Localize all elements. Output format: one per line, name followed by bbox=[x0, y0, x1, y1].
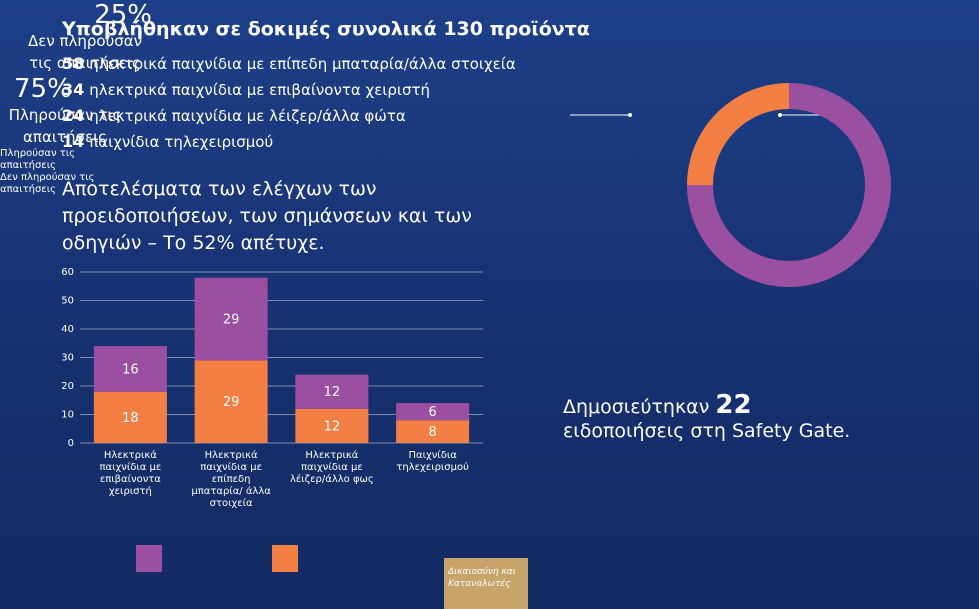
pie-value-label: 25% bbox=[94, 0, 152, 30]
y-tick-label: 60 bbox=[61, 267, 74, 278]
y-tick-label: 10 bbox=[61, 410, 74, 421]
product-row: 14 παιχνίδια τηλεχειρισμού bbox=[62, 132, 516, 158]
product-row: 58 ηλεκτρικά παιχνίδια με επίπεδη μπαταρί… bbox=[62, 54, 516, 80]
pie-label: 75% Πληρούσαν τις απαιτήσεις bbox=[0, 74, 150, 148]
pie-category: Πληρούσαν τις απαιτήσεις bbox=[8, 106, 122, 146]
pie-label: 25% Δεν πληρούσαν τις απαιτήσεις bbox=[0, 0, 152, 74]
data-label: 12 bbox=[324, 419, 341, 434]
leader-dot bbox=[778, 113, 782, 117]
data-label: 18 bbox=[122, 411, 139, 426]
notice-count: 22 bbox=[715, 390, 752, 420]
product-row: 24 ηλεκτρικά παιχνίδια με λέιζερ/άλλα φώτ… bbox=[62, 106, 516, 132]
legend-swatch bbox=[272, 545, 298, 572]
bar-segment bbox=[93, 391, 167, 443]
product-count: 58 bbox=[62, 54, 85, 73]
legend-label: Πληρούσαν τις απαιτήσεις bbox=[0, 148, 75, 171]
product-count: 24 bbox=[62, 106, 85, 125]
x-tick-label: Ηλεκτρικά παιχνίδια με επίπεδη μπαταρία/… bbox=[191, 450, 271, 509]
leader-dot bbox=[628, 113, 632, 117]
product-count: 34 bbox=[62, 80, 85, 99]
notice-text: ειδοποιήσεις στη Safety Gate. bbox=[563, 420, 851, 442]
x-tick-label: Παιχνίδια τηλεχειρισμού bbox=[396, 450, 469, 473]
bar-segment bbox=[194, 277, 268, 361]
bar-segment bbox=[396, 420, 470, 443]
data-label: 29 bbox=[223, 395, 240, 410]
bar-segment bbox=[295, 408, 369, 443]
data-label: 16 bbox=[122, 362, 139, 377]
pie-category: Δεν πληρούσαν τις απαιτήσεις bbox=[27, 32, 143, 72]
legend-swatch bbox=[136, 545, 162, 572]
product-label: παιχνίδια τηλεχειρισμού bbox=[89, 133, 274, 151]
y-tick-label: 30 bbox=[61, 353, 74, 364]
bar-title: Αποτελέσματα των ελέγχων των προειδοποιή… bbox=[62, 178, 472, 254]
y-tick-label: 40 bbox=[61, 324, 74, 335]
notice: Δημοσιεύτηκαν 22 ειδοποιήσεις στη Safety… bbox=[563, 390, 850, 442]
bar-segment bbox=[93, 346, 167, 392]
data-label: 8 bbox=[428, 425, 436, 440]
bar-segment bbox=[396, 403, 470, 421]
product-count: 14 bbox=[62, 132, 85, 151]
badge-box bbox=[444, 558, 528, 609]
donut-wedge bbox=[687, 83, 789, 185]
pie-value-label: 75% bbox=[14, 74, 72, 104]
data-label: 6 bbox=[428, 405, 436, 420]
x-tick-label: Ηλεκτρικά παιχνίδια με λέιζερ/άλλο φως bbox=[289, 450, 374, 485]
y-tick-label: 20 bbox=[61, 381, 74, 392]
badge: Δικαιοσύνη και Καταναλωτές bbox=[448, 567, 516, 589]
product-label: ηλεκτρικά παιχνίδια με επιβαίνοντα χειρι… bbox=[89, 81, 431, 99]
bar-segment bbox=[295, 374, 369, 409]
bar-segment bbox=[194, 360, 268, 443]
legend-label: Δεν πληρούσαν τις απαιτήσεις bbox=[0, 172, 95, 195]
data-label: 29 bbox=[223, 313, 240, 328]
y-tick-label: 50 bbox=[61, 296, 74, 307]
product-label: ηλεκτρικά παιχνίδια με επίπεδη μπαταρία/… bbox=[89, 55, 516, 73]
product-label: ηλεκτρικά παιχνίδια με λέιζερ/άλλα φώτα bbox=[89, 107, 406, 125]
x-tick-label: Ηλεκτρικά παιχνίδια με επιβαίνοντα χειρι… bbox=[99, 450, 162, 497]
data-label: 12 bbox=[324, 385, 341, 400]
product-list: 58 ηλεκτρικά παιχνίδια με επίπεδη μπαταρί… bbox=[62, 54, 516, 158]
y-tick-label: 0 bbox=[68, 438, 74, 449]
title: Υποβλήθηκαν σε δοκιμές συνολικά 130 προϊ… bbox=[62, 18, 590, 40]
notice-text: Δημοσιεύτηκαν bbox=[563, 396, 710, 418]
product-row: 34 ηλεκτρικά παιχνίδια με επιβαίνοντα χει… bbox=[62, 80, 516, 106]
